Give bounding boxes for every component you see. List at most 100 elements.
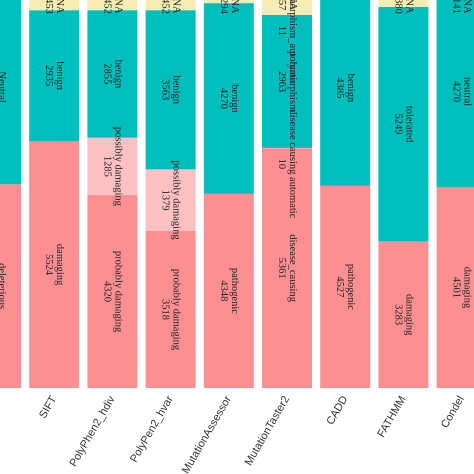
class-label-mutationtaster2-disease-causing: disease_causing: [287, 234, 298, 302]
value-label-mutationassessor-pathogenic: 4348: [218, 280, 229, 301]
class-label-fathmm-na: NA: [403, 0, 414, 14]
value-label-polypen2-hvar-benign: 3563: [160, 79, 171, 100]
bar-segment-mutationassessor-pathogenic: [203, 193, 254, 388]
bar-segment-mutationtaster2-disease-causing-automatic: [262, 147, 312, 149]
class-label-polyphen2-hdiv-benign: benign: [112, 60, 123, 89]
class-label-mutationtaster2-na: NA: [287, 0, 298, 10]
x-tick-label-condel: Condel: [439, 394, 467, 430]
class-label-polypen2-hvar-probably-damaging: probably damaging: [171, 269, 182, 351]
class-label-mutationassessor-pathogenic: pathogenic: [229, 268, 240, 314]
bar-polypen2-hvar: 3518 probably damaging 1379 possibly damagi…: [145, 0, 196, 388]
class-label-fathmm-damaging: damaging: [403, 294, 414, 336]
bar-segment-polyphen2-hdiv-possibly-damaging: [87, 137, 138, 196]
value-label-mutationtaster2-disease-causing-automatic: 10: [276, 159, 287, 170]
x-tick-label-sh: sh: [0, 394, 1, 410]
value-label-fathmm-tolerated: 5249: [392, 114, 403, 135]
bar-segment-mutationassessor-na: [203, 0, 254, 4]
x-tick-label-mutationassessor: MutationAssessor: [180, 394, 234, 474]
class-label-mutationtaster2-polymorphism-automatic: polymorphism_automatic: [287, 0, 298, 85]
class-label-sift-na: NA: [54, 0, 65, 14]
bar-segment-mutationtaster2-disease-causing: [262, 148, 312, 388]
x-tick-label-cadd: CADD: [324, 394, 350, 427]
bar-mutationassessor: 4348 pathogenic 4270 benign 294 NA: [203, 0, 254, 388]
x-tick-label-polyphen2-hdiv: PolyPhen2_hdiv: [67, 394, 117, 469]
value-label-mutationassessor-na: 294: [218, 0, 229, 15]
class-label-condel-na: NA: [462, 0, 473, 14]
x-tick-label-mutationtaster2: MutationTaster2: [243, 394, 293, 468]
value-label-polyphen2-hdiv-probably-damaging: 4320: [101, 281, 112, 302]
bar-segment-polypen2-hvar-na: [145, 0, 196, 11]
bar-segment-polypen2-hvar-probably-damaging: [145, 230, 196, 388]
value-label-condel-damaging: 4501: [451, 277, 462, 298]
x-tick-label-sift: SIFT: [37, 394, 59, 421]
class-label-mutationassessor-na: NA: [229, 0, 240, 14]
value-label-mutationtaster2-polymorphism: 2963: [276, 71, 287, 92]
bar-segment-sh-deleterious: [0, 184, 21, 388]
bar-segment-fathmm-na: [378, 0, 429, 7]
class-label-polypen2-hvar-benign: benign: [171, 75, 182, 104]
bar-sh: 4563deleterious4349Neutral: [0, 0, 21, 388]
value-label-sift-damaging: 5524: [43, 254, 54, 276]
bar-segment-condel-damaging: [436, 186, 474, 388]
value-label-cadd-pathogenic: 4527: [334, 276, 345, 297]
class-label-polyphen2-hdiv-na: NA: [112, 0, 123, 14]
class-label-cadd-pathogenic: pathogenic: [345, 264, 356, 310]
bar-segment-polypen2-hvar-possibly-damaging: [145, 169, 196, 231]
bar-sift: 5524 damaging 2935 benign 453 NA: [29, 0, 80, 388]
bar-segment-polyphen2-hdiv-benign: [87, 10, 138, 138]
value-label-mutationtaster2-polymorphism-automatic: 11: [276, 26, 287, 36]
value-label-mutationtaster2-na: 557: [276, 0, 287, 10]
value-label-sift-benign: 2935: [43, 65, 54, 86]
class-label-polypen2-hvar-possibly-damaging: possibly damaging: [171, 161, 182, 241]
bar-segment-fathmm-tolerated: [378, 6, 429, 242]
bar-segment-polypen2-hvar-benign: [145, 10, 196, 170]
value-label-polyphen2-hdiv-na: 452: [101, 0, 112, 14]
class-label-mutationtaster2-disease-causing-automatic: disease causing automatic: [287, 109, 298, 218]
bar-segment-mutationtaster2-polymorphism-automatic: [262, 14, 312, 16]
class-label-sift-benign: benign: [54, 61, 65, 90]
value-label-cadd-benign: 4385: [334, 77, 345, 98]
bar-segment-cadd-pathogenic: [320, 185, 371, 388]
bar-condel: 4501 damaging 4270 neutral 141 NA: [436, 0, 474, 388]
bar-segment-fathmm-damaging: [378, 241, 429, 388]
value-label-condel-na: 141: [451, 0, 462, 14]
bar-segment-cadd-benign: [320, 0, 371, 186]
x-tick-label-polypen2-hvar: PolyPen2_hvar: [128, 394, 176, 465]
value-label-condel-neutral: 4270: [451, 81, 462, 102]
bar-fathmm: 3283 damaging 5249 tolerated 380 NA: [378, 0, 429, 388]
bar-segment-sh-neutral: [0, 0, 21, 185]
value-label-sift-na: 453: [43, 0, 54, 14]
bar-segment-mutationassessor-benign: [203, 3, 254, 194]
bar-cadd: 4527 pathogenic 4385 benign: [320, 0, 371, 388]
value-label-mutationassessor-benign: 4270: [218, 88, 229, 109]
bar-segment-condel-neutral: [436, 0, 474, 187]
class-label-polyphen2-hdiv-probably-damaging: probably damaging: [112, 251, 123, 333]
value-label-polypen2-hvar-probably-damaging: 3518: [160, 299, 171, 320]
class-label-mutationtaster2-polymorphism: polymorphism: [287, 51, 298, 112]
class-label-mutationassessor-benign: benign: [229, 84, 240, 113]
value-label-mutationtaster2-disease-causing: 5361: [276, 258, 287, 279]
bar-segment-mutationtaster2-polymorphism: [262, 15, 312, 148]
class-label-fathmm-tolerated: tolerated: [403, 106, 414, 143]
class-label-condel-damaging: damaging: [462, 267, 473, 309]
class-label-cadd-benign: benign: [345, 74, 356, 103]
bar-segment-sift-damaging: [29, 141, 80, 388]
bar-segment-mutationtaster2-na: [262, 0, 312, 15]
class-label-polypen2-hvar-na: NA: [171, 0, 182, 14]
value-label-polypen2-hvar-possibly-damaging: 1379: [160, 190, 171, 211]
class-label-condel-neutral: neutral: [462, 77, 473, 106]
bar-polyphen2-hdiv: 4320 probably damaging 1285 possibly damagi…: [87, 0, 138, 388]
value-label-fathmm-na: 380: [392, 0, 403, 14]
bar-segment-polyphen2-hdiv-probably-damaging: [87, 195, 138, 388]
bar-segment-polyphen2-hdiv-na: [87, 0, 138, 11]
class-label-sh-neutral: Neutral: [0, 71, 7, 103]
bar-segment-sift-benign: [29, 10, 80, 142]
class-label-sh-deleterious: deleterious: [0, 263, 7, 309]
bar-segment-sift-na: [29, 0, 80, 11]
value-label-fathmm-damaging: 3283: [392, 304, 403, 325]
bar-mutationtaster2: 5361 disease_causing 10 disease causing aut…: [262, 0, 312, 388]
x-tick-label-fathmm: FATHMM: [375, 394, 408, 440]
value-label-polypen2-hvar-na: 452: [160, 0, 171, 14]
class-label-sift-damaging: damaging: [54, 244, 65, 286]
